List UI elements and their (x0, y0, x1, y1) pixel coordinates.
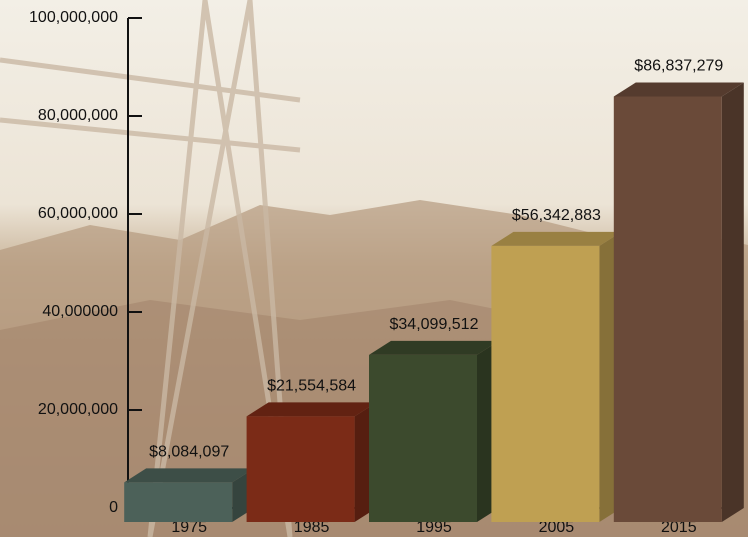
bar-top (124, 468, 254, 482)
bar-side (722, 82, 744, 522)
bar-top (491, 232, 621, 246)
bar-top (247, 402, 377, 416)
bar-front (247, 416, 355, 522)
y-tick-label: 20,000,000 (38, 401, 118, 418)
y-tick-label: 80,000,000 (38, 107, 118, 124)
bar-front (614, 96, 722, 522)
y-tick-label: 0 (109, 499, 118, 516)
y-tick-label: 60,000,000 (38, 205, 118, 222)
chart: 0 20,000,000 40,000000 60,000,000 80,000,000… (0, 0, 748, 537)
value-label: $8,084,097 (149, 444, 229, 461)
value-label: $21,554,584 (267, 378, 356, 395)
bar-front (124, 482, 232, 522)
y-tick-label: 100,000,000 (29, 9, 118, 26)
bar-front (369, 355, 477, 522)
bar-top (614, 82, 744, 96)
value-label: $34,099,512 (390, 316, 479, 333)
value-label: $86,837,279 (634, 58, 723, 75)
y-tick-label: 40,000000 (42, 303, 118, 320)
value-label: $56,342,883 (512, 207, 601, 224)
bar-top (369, 341, 499, 355)
bar-front (491, 246, 599, 522)
